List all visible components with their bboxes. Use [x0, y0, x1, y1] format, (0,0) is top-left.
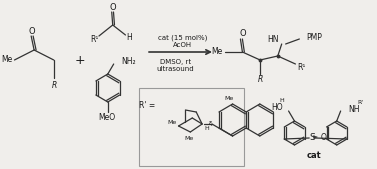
Text: R: R: [52, 80, 57, 90]
Text: MeO: MeO: [98, 113, 115, 122]
Text: R¹: R¹: [297, 63, 305, 71]
Text: O: O: [239, 30, 246, 39]
Text: NH: NH: [348, 104, 360, 114]
Text: O: O: [321, 132, 327, 141]
Text: DMSO, rt: DMSO, rt: [160, 59, 191, 65]
Text: O: O: [110, 3, 116, 11]
Text: HN: HN: [267, 34, 279, 43]
Text: HO: HO: [271, 103, 283, 112]
Bar: [139, 88, 244, 166]
Text: ξ: ξ: [208, 122, 212, 127]
Text: R̄: R̄: [257, 75, 263, 83]
Text: AcOH: AcOH: [173, 42, 192, 48]
Text: S: S: [309, 134, 315, 142]
Text: Me: Me: [167, 119, 176, 125]
Text: cat (15 mol%): cat (15 mol%): [158, 35, 207, 41]
Text: +: +: [75, 54, 86, 66]
Text: H: H: [204, 126, 209, 130]
Text: O: O: [29, 27, 35, 35]
Text: Me: Me: [185, 137, 194, 141]
Text: H: H: [279, 98, 284, 103]
Text: Me: Me: [224, 95, 233, 101]
Text: R¹: R¹: [90, 34, 98, 43]
Text: ultrasound: ultrasound: [157, 66, 195, 72]
Text: PMP: PMP: [306, 32, 322, 42]
Text: cat: cat: [307, 151, 322, 160]
Text: R': R': [357, 101, 363, 105]
Text: H: H: [127, 33, 132, 42]
Text: R' =: R' =: [139, 102, 155, 111]
Text: NH₂: NH₂: [121, 57, 136, 66]
Text: Me: Me: [1, 55, 12, 65]
Text: Me: Me: [211, 47, 223, 56]
